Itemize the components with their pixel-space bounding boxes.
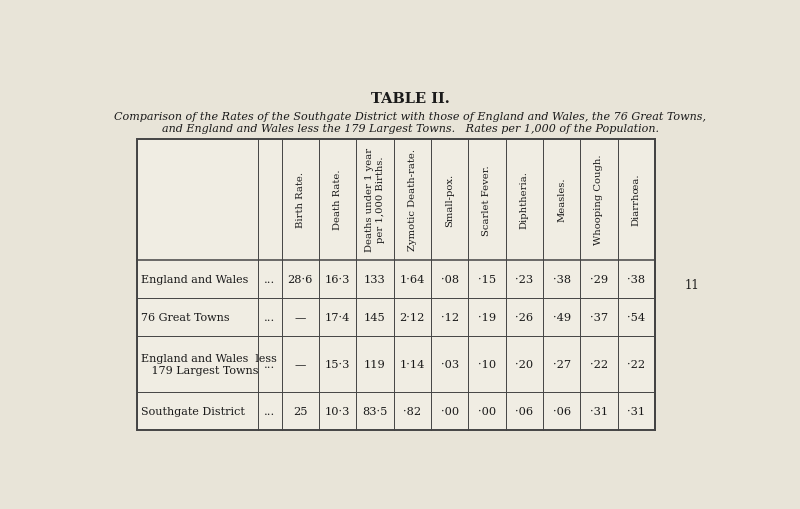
Text: 10·3: 10·3 (325, 406, 350, 416)
Text: ·03: ·03 (441, 359, 458, 370)
Text: England and Wales: England and Wales (141, 274, 248, 284)
Text: ·06: ·06 (515, 406, 534, 416)
Text: 1·14: 1·14 (400, 359, 425, 370)
Text: 17·4: 17·4 (325, 313, 350, 323)
Text: Deaths under 1 year
per 1,000 Births.: Deaths under 1 year per 1,000 Births. (366, 148, 385, 252)
Text: ·12: ·12 (441, 313, 458, 323)
Text: 2·12: 2·12 (400, 313, 425, 323)
Text: ·29: ·29 (590, 274, 608, 284)
Text: Southgate District: Southgate District (141, 406, 245, 416)
Text: ·15: ·15 (478, 274, 496, 284)
Text: 16·3: 16·3 (325, 274, 350, 284)
Text: Zymotic Death-rate.: Zymotic Death-rate. (408, 149, 417, 251)
Text: 11: 11 (685, 278, 699, 291)
Text: ·54: ·54 (627, 313, 646, 323)
Text: ...: ... (264, 406, 275, 416)
Text: ·38: ·38 (627, 274, 646, 284)
Text: ·23: ·23 (515, 274, 534, 284)
Text: 145: 145 (364, 313, 386, 323)
Text: 76 Great Towns: 76 Great Towns (141, 313, 230, 323)
Text: ·82: ·82 (403, 406, 422, 416)
Text: 15·3: 15·3 (325, 359, 350, 370)
Text: ·49: ·49 (553, 313, 570, 323)
Text: and England and Wales less the 179 Largest Towns.   Rates per 1,000 of the Popul: and England and Wales less the 179 Large… (162, 124, 658, 134)
Text: —: — (294, 313, 306, 323)
Text: TABLE II.: TABLE II. (370, 91, 450, 105)
Text: Whooping Cough.: Whooping Cough. (594, 155, 603, 245)
Text: ·31: ·31 (590, 406, 608, 416)
Text: Small-pox.: Small-pox. (445, 173, 454, 227)
Text: ·08: ·08 (441, 274, 458, 284)
Text: ·00: ·00 (478, 406, 496, 416)
Text: 83·5: 83·5 (362, 406, 388, 416)
Text: Diarrhœa.: Diarrhœa. (632, 174, 641, 226)
Text: ·00: ·00 (441, 406, 458, 416)
Text: 1·64: 1·64 (400, 274, 425, 284)
Text: ·20: ·20 (515, 359, 534, 370)
Text: 119: 119 (364, 359, 386, 370)
Text: ...: ... (264, 359, 275, 370)
Text: ·38: ·38 (553, 274, 570, 284)
Text: ...: ... (264, 313, 275, 323)
Text: ·37: ·37 (590, 313, 608, 323)
Text: ·06: ·06 (553, 406, 570, 416)
Text: ·26: ·26 (515, 313, 534, 323)
Text: Comparison of the Rates of the Southgate District with those of England and Wale: Comparison of the Rates of the Southgate… (114, 112, 706, 122)
Text: ·27: ·27 (553, 359, 570, 370)
Text: ·31: ·31 (627, 406, 646, 416)
Text: England and Wales  less
   179 Largest Towns: England and Wales less 179 Largest Towns (141, 353, 277, 376)
Text: ...: ... (264, 274, 275, 284)
Text: 28·6: 28·6 (288, 274, 313, 284)
Text: 133: 133 (364, 274, 386, 284)
Text: Death Rate.: Death Rate. (333, 169, 342, 230)
Text: ·22: ·22 (590, 359, 608, 370)
Text: 25: 25 (293, 406, 307, 416)
Text: Birth Rate.: Birth Rate. (296, 172, 305, 228)
Text: Measles.: Measles. (557, 178, 566, 222)
Text: Diphtheria.: Diphtheria. (520, 171, 529, 229)
Text: —: — (294, 359, 306, 370)
Text: ·22: ·22 (627, 359, 646, 370)
Text: ·10: ·10 (478, 359, 496, 370)
Text: ·19: ·19 (478, 313, 496, 323)
Text: Scarlet Fever.: Scarlet Fever. (482, 164, 491, 235)
